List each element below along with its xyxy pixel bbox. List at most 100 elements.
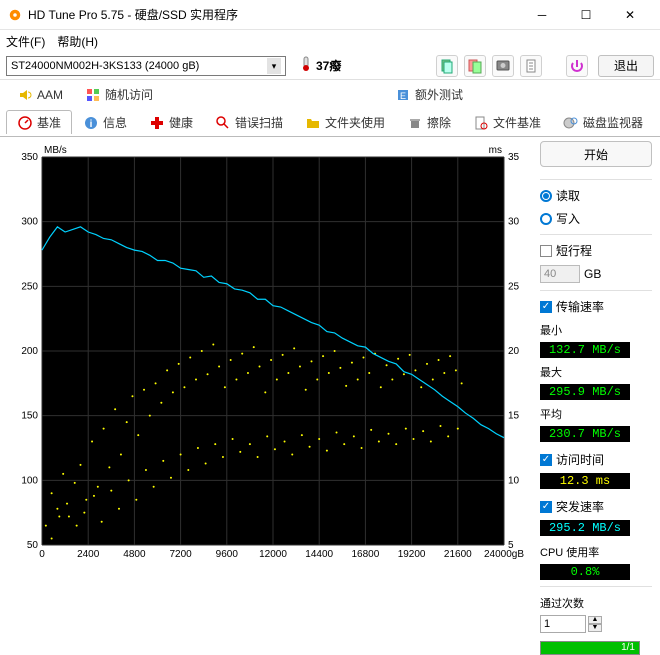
svg-text:9600: 9600 <box>216 549 239 560</box>
menubar: 文件(F) 帮助(H) <box>0 30 660 52</box>
drive-select[interactable]: ST24000NM002H-3KS133 (24000 gB) ▾ <box>6 56 286 76</box>
tab-health[interactable]: 健康 <box>138 110 204 134</box>
svg-text:19200: 19200 <box>398 549 426 560</box>
close-button[interactable]: ✕ <box>608 0 652 30</box>
toolbar: ST24000NM002H-3KS133 (24000 gB) ▾ 37癈 退出 <box>0 52 660 80</box>
read-radio-row[interactable]: 读取 <box>540 186 652 205</box>
access-time-row[interactable]: ✓ 访问时间 <box>540 450 652 469</box>
health-icon <box>149 115 165 131</box>
max-value: 295.9 MB/s <box>540 384 630 400</box>
passes-label: 通过次数 <box>540 595 652 611</box>
titlebar: HD Tune Pro 5.75 - 硬盘/SSD 实用程序 ─ ☐ ✕ <box>0 0 660 30</box>
erase-icon <box>407 115 423 131</box>
folder-icon <box>305 115 321 131</box>
short-stroke-row[interactable]: 短行程 <box>540 241 652 260</box>
passes-input[interactable] <box>540 615 586 633</box>
spin-down-icon[interactable]: ▼ <box>588 624 602 632</box>
svg-text:150: 150 <box>21 411 38 422</box>
tab-extra-tests[interactable]: E 额外测试 <box>384 82 474 106</box>
svg-text:24000gB: 24000gB <box>484 549 524 560</box>
burst-rate-row[interactable]: ✓ 突发速率 <box>540 497 652 516</box>
access-time-check[interactable]: ✓ <box>540 454 552 466</box>
tab-info[interactable]: i 信息 <box>72 110 138 134</box>
svg-text:14400: 14400 <box>305 549 333 560</box>
tab-benchmark-label: 基准 <box>37 114 61 131</box>
tabs-row-upper: AAM 随机访问 E 额外测试 <box>0 80 660 108</box>
minimize-button[interactable]: ─ <box>520 0 564 30</box>
temperature-value: 37癈 <box>316 57 341 74</box>
maximize-button[interactable]: ☐ <box>564 0 608 30</box>
passes-spinner[interactable]: ▲▼ <box>540 615 652 633</box>
tab-aam[interactable]: AAM <box>6 83 74 106</box>
avg-value: 230.7 MB/s <box>540 426 630 442</box>
dropdown-icon: ▾ <box>267 58 281 74</box>
short-stroke-label: 短行程 <box>556 242 592 259</box>
errorscan-icon <box>215 115 231 131</box>
transfer-rate-label: 传输速率 <box>556 298 604 315</box>
svg-text:16800: 16800 <box>351 549 379 560</box>
write-radio[interactable] <box>540 213 552 225</box>
tab-file-benchmark[interactable]: 文件基准 <box>462 110 552 134</box>
svg-text:E: E <box>400 91 406 101</box>
window-title: HD Tune Pro 5.75 - 硬盘/SSD 实用程序 <box>28 6 520 23</box>
min-value: 132.7 MB/s <box>540 342 630 358</box>
tab-folder-usage[interactable]: 文件夹使用 <box>294 110 396 134</box>
window-controls: ─ ☐ ✕ <box>520 0 652 30</box>
svg-text:250: 250 <box>21 281 38 292</box>
exit-button[interactable]: 退出 <box>598 55 654 77</box>
svg-text:7200: 7200 <box>169 549 192 560</box>
info-icon: i <box>83 115 99 131</box>
tab-disk-monitor[interactable]: 磁盘监视器 <box>552 110 654 134</box>
side-panel: 开始 读取 写入 短行程 GB ✓ 传输速率 最小 132.7 MB/s 最大 … <box>540 141 652 655</box>
options-button[interactable] <box>520 55 542 77</box>
start-button[interactable]: 开始 <box>540 141 652 167</box>
svg-text:0: 0 <box>39 549 45 560</box>
svg-text:20: 20 <box>508 346 520 357</box>
read-label: 读取 <box>556 187 580 204</box>
progress-bar: 1/1 <box>540 641 640 655</box>
main-area: 5010015020025030035051015202530350240048… <box>0 137 660 655</box>
copy-info-button[interactable] <box>436 55 458 77</box>
svg-text:200: 200 <box>21 346 38 357</box>
monitor-icon <box>563 115 579 131</box>
tab-benchmark[interactable]: 基准 <box>6 110 72 134</box>
short-stroke-value-row: GB <box>540 264 652 284</box>
extra-icon: E <box>395 87 411 103</box>
svg-text:12000: 12000 <box>259 549 287 560</box>
svg-text:ms: ms <box>489 145 502 156</box>
burst-rate-label: 突发速率 <box>556 498 604 515</box>
short-stroke-check[interactable] <box>540 245 552 257</box>
copy-screenshot-button[interactable] <box>464 55 486 77</box>
benchmark-icon <box>17 115 33 131</box>
app-icon <box>8 8 22 22</box>
cpu-value: 0.8% <box>540 564 630 580</box>
svg-text:4800: 4800 <box>123 549 146 560</box>
spinner-buttons[interactable]: ▲▼ <box>588 616 602 632</box>
tab-random-access[interactable]: 随机访问 <box>74 82 164 106</box>
exit-icon-button[interactable] <box>566 55 588 77</box>
random-icon <box>85 87 101 103</box>
spin-up-icon[interactable]: ▲ <box>588 616 602 624</box>
read-radio[interactable] <box>540 190 552 202</box>
transfer-rate-check[interactable]: ✓ <box>540 301 552 313</box>
svg-text:35: 35 <box>508 152 520 163</box>
save-screenshot-button[interactable] <box>492 55 514 77</box>
write-radio-row[interactable]: 写入 <box>540 209 652 228</box>
chart-container: 5010015020025030035051015202530350240048… <box>8 141 536 655</box>
access-time-value: 12.3 ms <box>540 473 630 489</box>
tabs-row-lower: 基准 i 信息 健康 错误扫描 文件夹使用 擦除 文件基准 磁盘监视器 <box>0 108 660 137</box>
svg-text:2400: 2400 <box>77 549 100 560</box>
burst-rate-check[interactable]: ✓ <box>540 501 552 513</box>
cpu-label: CPU 使用率 <box>540 544 652 560</box>
tab-erase[interactable]: 擦除 <box>396 110 462 134</box>
short-stroke-input <box>540 265 580 283</box>
svg-text:350: 350 <box>21 152 38 163</box>
benchmark-chart: 5010015020025030035051015202530350240048… <box>8 141 528 565</box>
avg-label: 平均 <box>540 406 652 422</box>
tab-error-scan[interactable]: 错误扫描 <box>204 110 294 134</box>
transfer-rate-row[interactable]: ✓ 传输速率 <box>540 297 652 316</box>
menu-file[interactable]: 文件(F) <box>6 33 45 50</box>
write-label: 写入 <box>556 210 580 227</box>
svg-text:30: 30 <box>508 217 520 228</box>
menu-help[interactable]: 帮助(H) <box>57 33 98 50</box>
